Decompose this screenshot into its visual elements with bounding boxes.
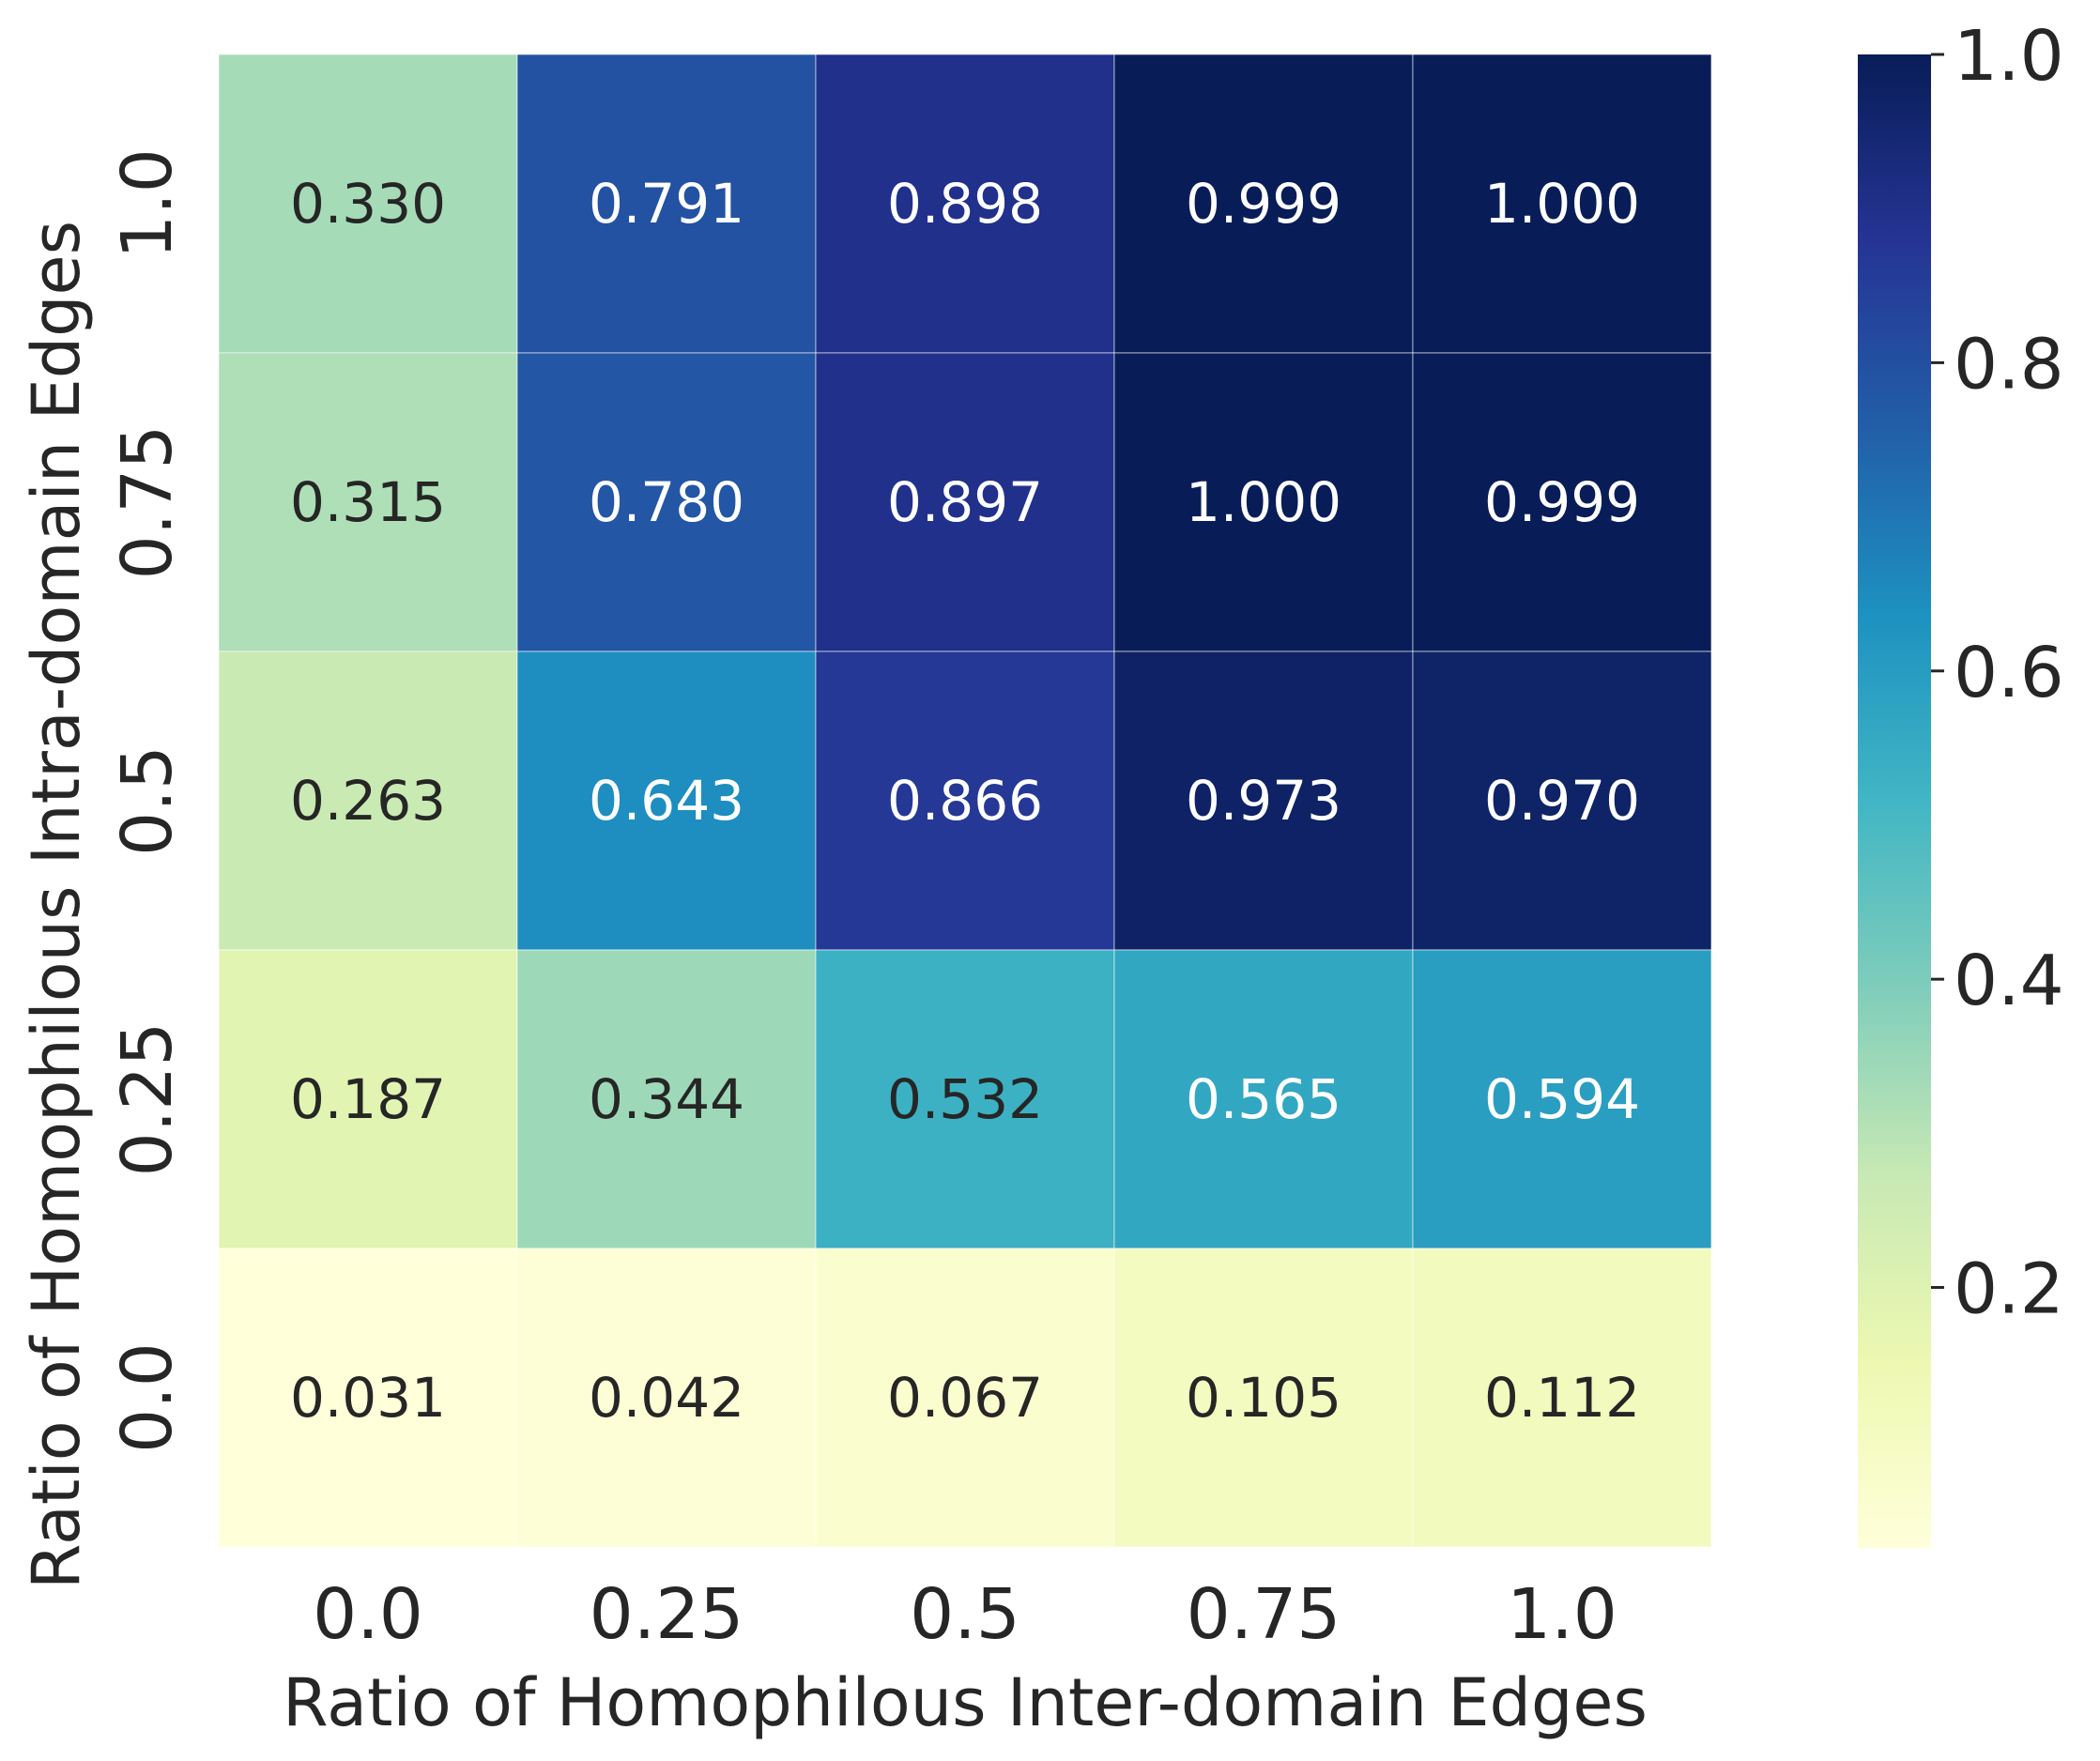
heatmap-cell: [516, 651, 817, 951]
heatmap-cell: [815, 651, 1115, 951]
heatmap-cells: [218, 54, 1712, 1548]
colorbar-tick-label: 0.4: [1954, 941, 2064, 1021]
heatmap-cell: [815, 352, 1115, 652]
colorbar-tick-label: 1.0: [1954, 16, 2064, 97]
cell-value-label: 0.263: [290, 769, 446, 833]
heatmap-cell: [1412, 949, 1712, 1249]
heatmap-cell: [1113, 651, 1414, 951]
x-tick-label: 0.75: [1187, 1574, 1341, 1655]
cell-value-label: 0.791: [589, 172, 744, 236]
heatmap-cell: [1412, 651, 1712, 951]
cell-value-label: 0.031: [290, 1366, 446, 1430]
x-tick-label: 1.0: [1507, 1574, 1617, 1655]
cell-value-label: 0.970: [1484, 769, 1640, 833]
heatmap-cell: [516, 352, 817, 652]
colorbar-gradient: [1858, 54, 1931, 1548]
heatmap-cell: [1412, 54, 1712, 354]
cell-value-label: 0.067: [887, 1366, 1043, 1430]
cell-value-label: 0.866: [887, 769, 1043, 833]
x-tick-label: 0.5: [910, 1574, 1020, 1655]
cell-value-label: 0.973: [1186, 769, 1341, 833]
cell-value-label: 0.315: [290, 470, 446, 534]
cell-value-label: 0.105: [1186, 1366, 1341, 1430]
y-tick-label: 0.5: [107, 745, 188, 856]
x-axis-ticks: 0.0 0.25 0.5 0.75 1.0: [313, 1574, 1617, 1655]
cell-value-label: 0.344: [589, 1067, 744, 1131]
y-tick-label: 0.0: [107, 1342, 188, 1453]
cell-value-label: 1.000: [1186, 470, 1341, 534]
heatmap-cell: [218, 352, 518, 652]
colorbar-tick-label: 0.2: [1954, 1249, 2064, 1330]
y-tick-label: 0.75: [107, 425, 188, 580]
y-tick-label: 0.25: [107, 1022, 188, 1177]
heatmap-cell: [218, 651, 518, 951]
cell-value-label: 0.042: [589, 1366, 744, 1430]
y-tick-label: 1.0: [107, 148, 188, 259]
cell-value-label: 0.565: [1186, 1067, 1341, 1131]
cell-value-label: 0.780: [589, 470, 744, 534]
colorbar-ticks: 0.2 0.4 0.6 0.8 1.0: [1931, 16, 2064, 1330]
heatmap-cell: [516, 54, 817, 354]
cell-value-label: 0.330: [290, 172, 446, 236]
heatmap-cell: [1412, 352, 1712, 652]
cell-value-label: 0.594: [1484, 1067, 1640, 1131]
colorbar-tick-label: 0.6: [1954, 633, 2064, 713]
x-tick-label: 0.25: [590, 1574, 744, 1655]
x-tick-label: 0.0: [313, 1574, 423, 1655]
heatmap-cell: [516, 949, 817, 1249]
heatmap-cell: [218, 949, 518, 1249]
cell-value-label: 0.112: [1484, 1366, 1640, 1430]
cell-value-label: 0.898: [887, 172, 1043, 236]
heatmap-cell: [218, 54, 518, 354]
heatmap-cell: [815, 54, 1115, 354]
colorbar: 0.2 0.4 0.6 0.8 1.0: [1858, 16, 2064, 1548]
cell-value-label: 0.643: [589, 769, 744, 833]
heatmap-cell: [516, 1248, 817, 1548]
cell-value-label: 0.999: [1484, 470, 1640, 534]
heatmap-cell: [1113, 54, 1414, 354]
cell-value-label: 0.187: [290, 1067, 446, 1131]
x-axis-title: Ratio of Homophilous Inter-domain Edges: [283, 1664, 1648, 1741]
heatmap-cell: [218, 1248, 518, 1548]
cell-labels: 0.330 0.791 0.898 0.999 1.000 0.315 0.780 0.897…: [290, 172, 1640, 1430]
heatmap-cell: [815, 1248, 1115, 1548]
heatmap-cell: [1412, 1248, 1712, 1548]
colorbar-tick-label: 0.8: [1954, 324, 2064, 405]
cell-value-label: 0.999: [1186, 172, 1341, 236]
y-axis-ticks: 1.0 0.75 0.5 0.25 0.0: [107, 148, 188, 1453]
heatmap-cell: [815, 949, 1115, 1249]
heatmap-cell: [1113, 949, 1414, 1249]
y-axis-title: Ratio of Homophilous Intra-domain Edges: [18, 221, 95, 1589]
cell-value-label: 0.532: [887, 1067, 1043, 1131]
cell-value-label: 0.897: [887, 470, 1043, 534]
cell-value-label: 1.000: [1484, 172, 1640, 236]
